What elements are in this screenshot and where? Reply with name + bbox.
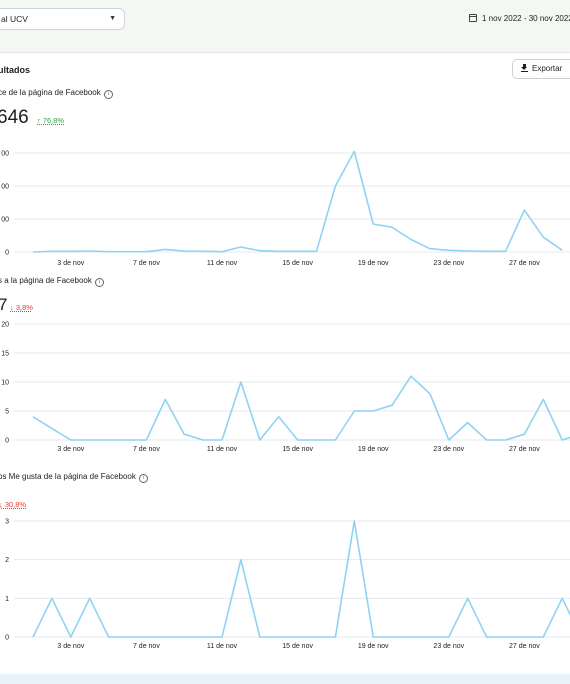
info-icon[interactable]: i — [138, 474, 148, 483]
y-tick-label: 00 — [1, 217, 9, 224]
y-tick-label: 15 — [1, 351, 9, 358]
chart-page-likes: 3 2 1 0 3 de nov 7 de nov 11 de nov 15 de nov 19… — [5, 519, 570, 650]
x-tick-label: 7 de nov — [133, 643, 160, 650]
metric-title-reach: ce de la página de Facebook i — [0, 88, 113, 99]
download-icon — [521, 64, 528, 72]
chevron-down-icon: ▼ — [109, 15, 116, 22]
x-tick-label: 27 de nov — [509, 643, 540, 650]
metric-delta-visits: ↓ 3,8% — [10, 303, 33, 312]
date-range-picker[interactable]: 1 nov 2022 - 30 nov 2022 — [469, 14, 570, 23]
export-label: Exportar — [532, 64, 563, 73]
x-tick-label: 3 de nov — [57, 260, 84, 267]
x-tick-label: 27 de nov — [509, 260, 540, 267]
x-tick-label: 23 de nov — [433, 446, 464, 453]
export-button[interactable]: Exportar — [512, 59, 570, 79]
y-tick-label: 00 — [1, 184, 9, 191]
x-tick-label: 15 de nov — [282, 643, 313, 650]
x-tick-label: 3 de nov — [57, 643, 84, 650]
x-tick-label: 15 de nov — [282, 260, 313, 267]
x-tick-label: 7 de nov — [133, 260, 160, 267]
y-tick-label: 20 — [1, 322, 9, 329]
top-bar: al UCV ▼ 1 nov 2022 - 30 nov 2022 — [0, 0, 570, 52]
account-select-value: al UCV — [1, 14, 28, 24]
metric-title-text: ce de la página de Facebook — [0, 88, 101, 97]
y-tick-label: 5 — [5, 409, 9, 416]
metric-total-reach: 646 — [0, 107, 29, 128]
y-tick-label: 10 — [1, 380, 9, 387]
metric-title-text: os Me gusta de la página de Facebook — [0, 472, 136, 481]
x-tick-label: 27 de nov — [509, 446, 540, 453]
metric-title-text: s a la página de Facebook — [0, 276, 92, 285]
section-title: ultados — [0, 65, 31, 75]
y-tick-label: 0 — [5, 250, 9, 257]
date-range-label: 1 nov 2022 - 30 nov 2022 — [482, 14, 570, 23]
series-line — [32, 150, 563, 253]
series-line — [32, 520, 570, 638]
y-tick-label: 00 — [1, 151, 9, 158]
metric-title-visits: s a la página de Facebook i — [0, 276, 104, 287]
metric-delta-reach: ↑ 76,8% — [37, 116, 65, 125]
series-line — [32, 375, 570, 441]
y-tick-label: 1 — [5, 596, 9, 603]
x-tick-label: 19 de nov — [358, 643, 389, 650]
x-tick-label: 23 de nov — [433, 643, 464, 650]
x-tick-label: 11 de nov — [207, 643, 238, 650]
x-tick-label: 3 de nov — [57, 446, 84, 453]
x-tick-label: 7 de nov — [133, 446, 160, 453]
y-tick-label: 0 — [5, 635, 9, 642]
x-tick-label: 11 de nov — [207, 446, 238, 453]
account-select[interactable]: al UCV ▼ — [0, 8, 125, 30]
metric-delta-likes: ↓ 30,8% — [0, 500, 27, 509]
info-icon[interactable]: i — [94, 278, 104, 287]
y-tick-label: 2 — [5, 557, 9, 564]
y-tick-label: 3 — [5, 519, 9, 526]
metric-title-likes: os Me gusta de la página de Facebook i — [0, 472, 148, 483]
results-panel: ultados Exportar ce de la página de Face… — [0, 52, 570, 675]
x-tick-label: 19 de nov — [358, 446, 389, 453]
x-tick-label: 15 de nov — [282, 446, 313, 453]
calendar-icon — [469, 14, 477, 22]
info-icon[interactable]: i — [103, 90, 113, 99]
chart-page-visits: 20 15 10 5 0 3 de nov 7 de nov 11 de nov 15 de n… — [1, 322, 570, 453]
x-tick-label: 19 de nov — [358, 260, 389, 267]
y-tick-label: 0 — [5, 438, 9, 445]
metric-total-visits: 7 — [0, 295, 8, 314]
x-tick-label: 23 de nov — [433, 260, 464, 267]
x-tick-label: 11 de nov — [207, 260, 238, 267]
bottom-strip — [0, 674, 570, 684]
